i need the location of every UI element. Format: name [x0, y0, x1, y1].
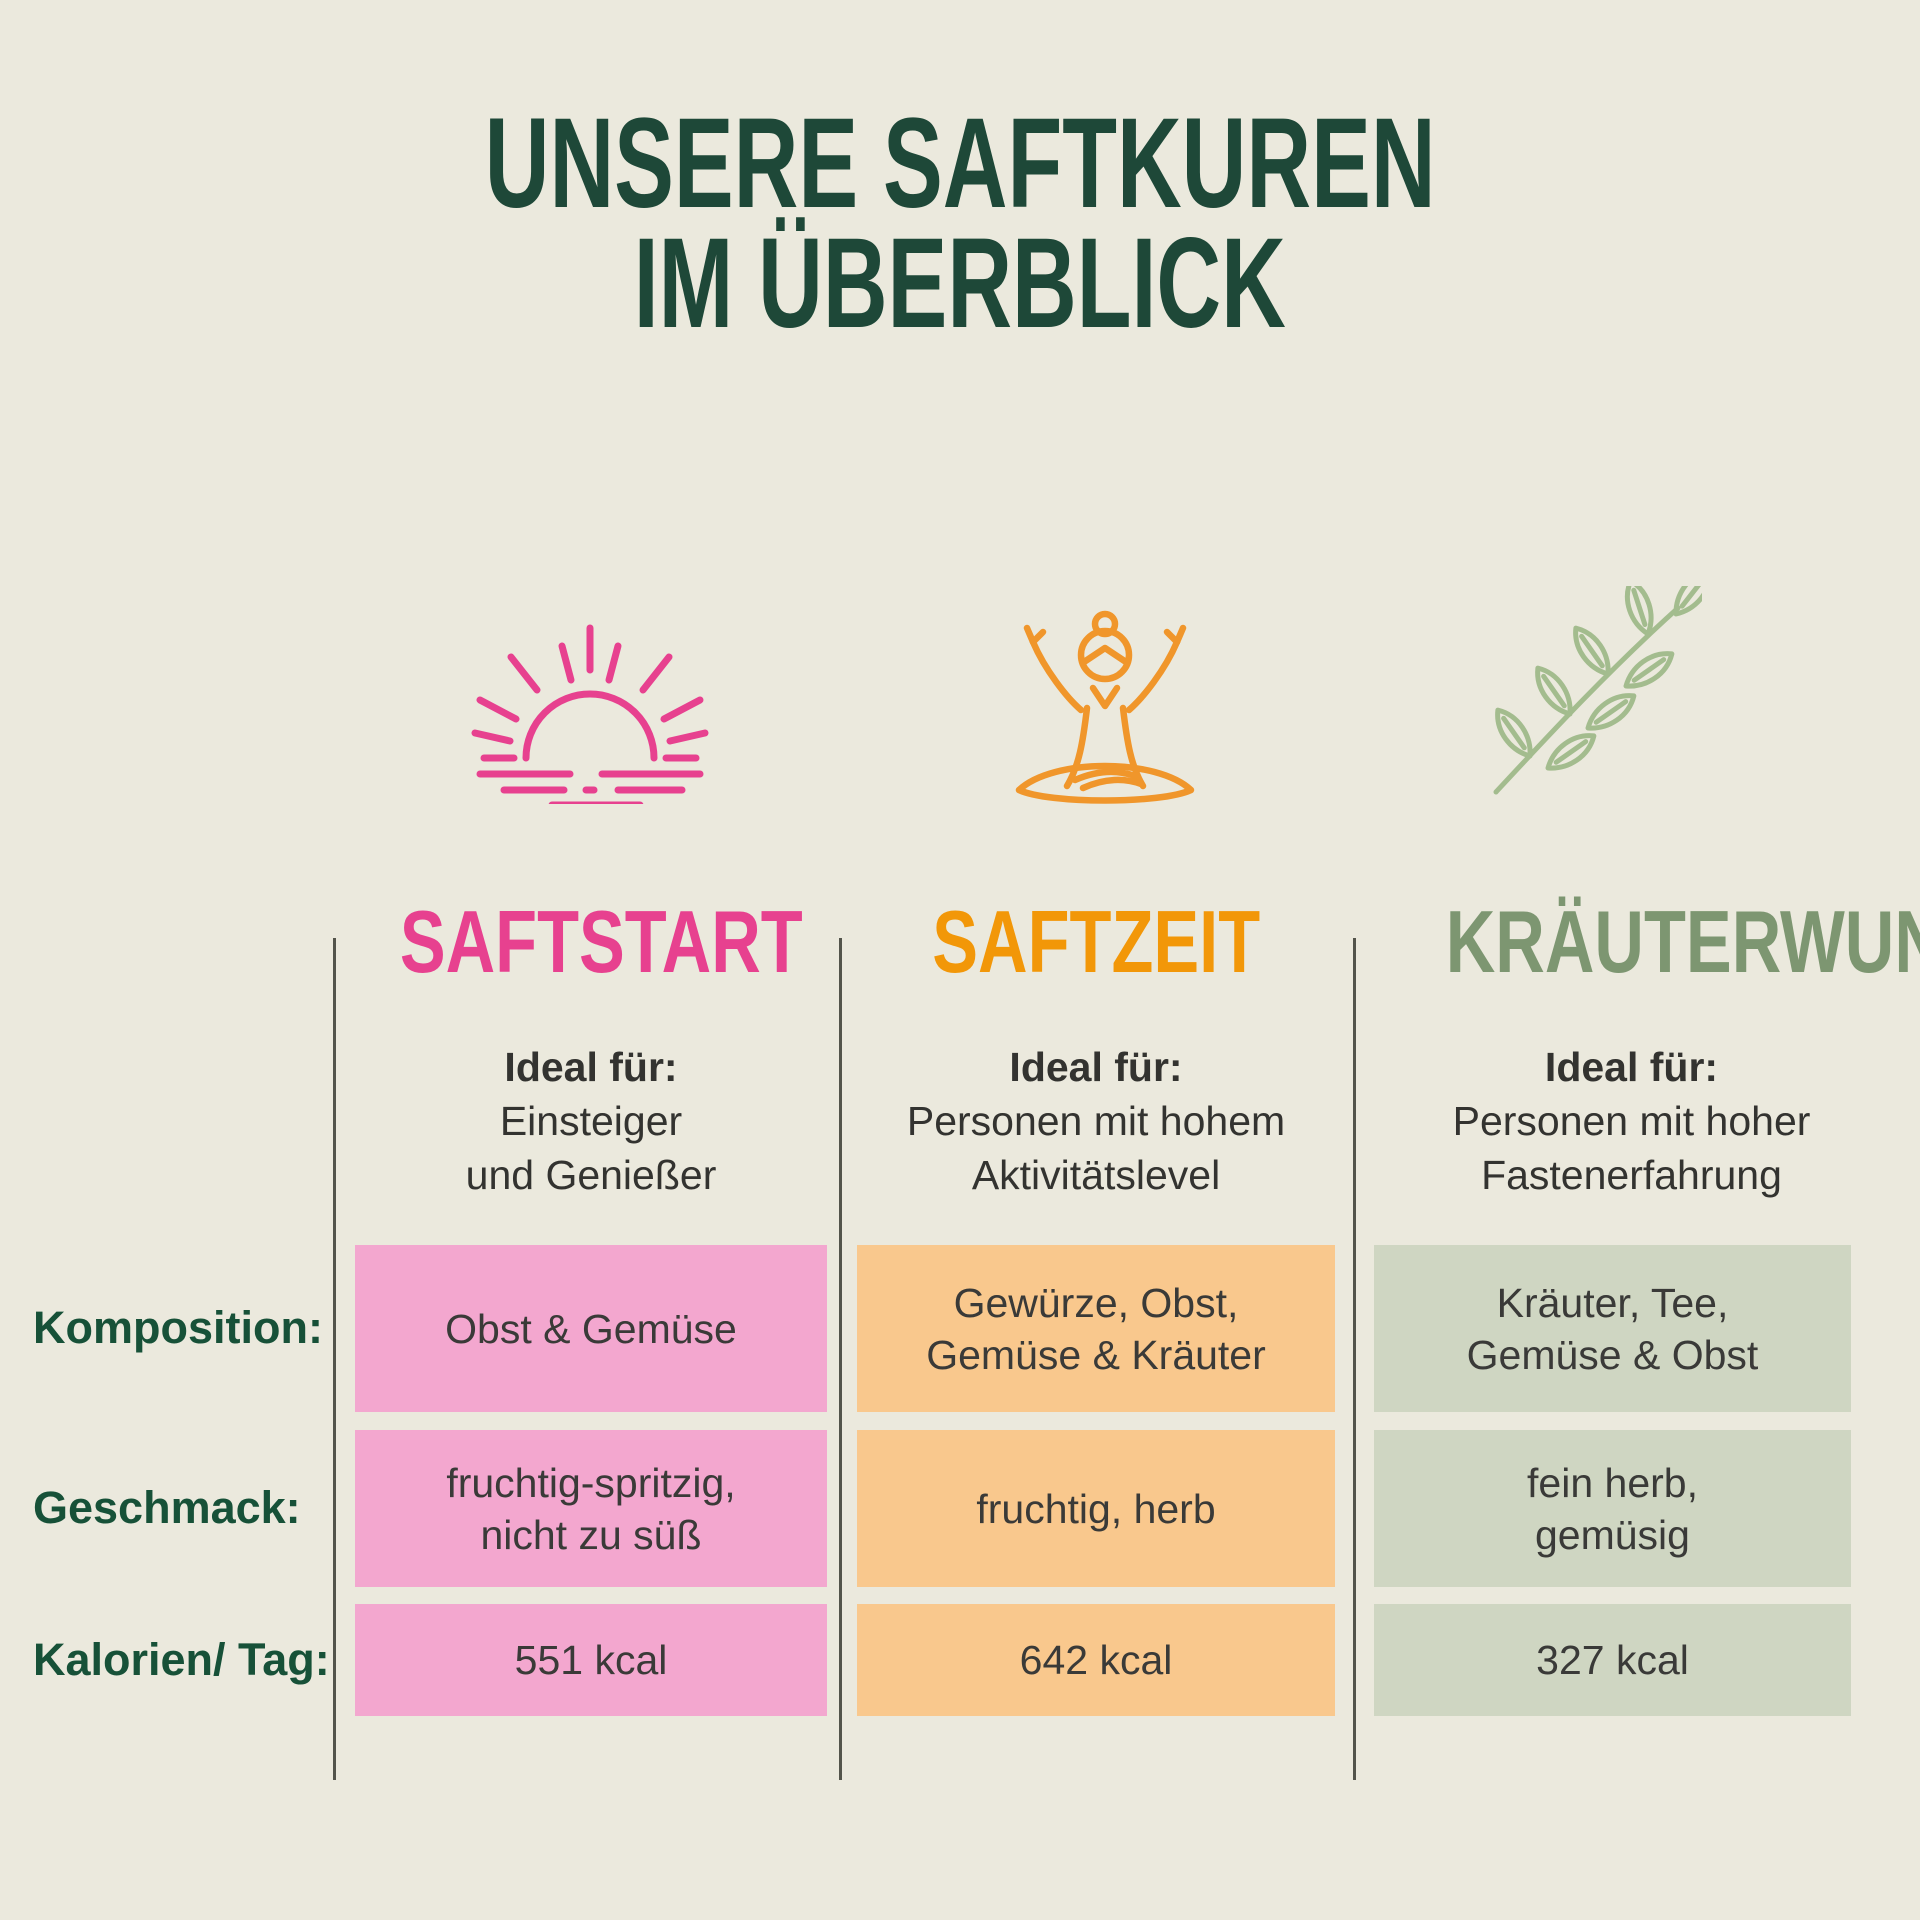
column-header-kraeuterwunder: KRÄUTERWUNDER	[1445, 892, 1920, 991]
row-label-geschmack: Geschmack:	[33, 1482, 301, 1533]
herb-branch-icon	[1478, 586, 1702, 798]
column-header-saftzeit: SAFTZEIT	[932, 892, 1260, 991]
ideal-block-saftzeit: Ideal für: Personen mit hohem Aktivitäts…	[849, 1040, 1343, 1202]
ideal-label: Ideal für:	[1544, 1044, 1719, 1090]
sunrise-icon	[468, 608, 712, 804]
row-label-komposition: Komposition:	[33, 1302, 323, 1353]
ideal-text: Einsteiger und Genießer	[465, 1098, 717, 1198]
ideal-block-saftstart: Ideal für: Einsteiger und Genießer	[343, 1040, 839, 1202]
row-label-kalorien: Kalorien/ Tag:	[33, 1634, 330, 1685]
ideal-text: Personen mit hoher Fastenerfahrung	[1452, 1098, 1811, 1198]
yoga-icon	[983, 608, 1227, 804]
page-title: UNSERE SAFTKUREN IM ÜBERBLICK	[0, 92, 1920, 355]
cell-kraeuterwunder-komposition: Kräuter, Tee, Gemüse & Obst	[1374, 1245, 1851, 1412]
cell-saftzeit-komposition: Gewürze, Obst, Gemüse & Kräuter	[857, 1245, 1335, 1412]
ideal-label: Ideal für:	[504, 1044, 678, 1090]
cell-saftstart-kalorien: 551 kcal	[355, 1604, 827, 1716]
column-divider	[1353, 938, 1356, 1780]
ideal-label: Ideal für:	[1009, 1044, 1183, 1090]
cell-saftzeit-geschmack: fruchtig, herb	[857, 1430, 1335, 1587]
column-header-saftstart: SAFTSTART	[399, 892, 803, 991]
title-line1: UNSERE SAFTKUREN	[484, 92, 1436, 235]
cell-kraeuterwunder-geschmack: fein herb, gemüsig	[1374, 1430, 1851, 1587]
ideal-text: Personen mit hohem Aktivitätslevel	[906, 1098, 1286, 1198]
cell-saftstart-geschmack: fruchtig-spritzig, nicht zu süß	[355, 1430, 827, 1587]
cell-saftstart-komposition: Obst & Gemüse	[355, 1245, 827, 1412]
cell-saftzeit-kalorien: 642 kcal	[857, 1604, 1335, 1716]
column-divider	[839, 938, 842, 1780]
title-line2: IM ÜBERBLICK	[633, 212, 1287, 355]
column-divider	[333, 938, 336, 1780]
cell-kraeuterwunder-kalorien: 327 kcal	[1374, 1604, 1851, 1716]
ideal-block-kraeuterwunder: Ideal für: Personen mit hoher Fastenerfa…	[1363, 1040, 1900, 1202]
